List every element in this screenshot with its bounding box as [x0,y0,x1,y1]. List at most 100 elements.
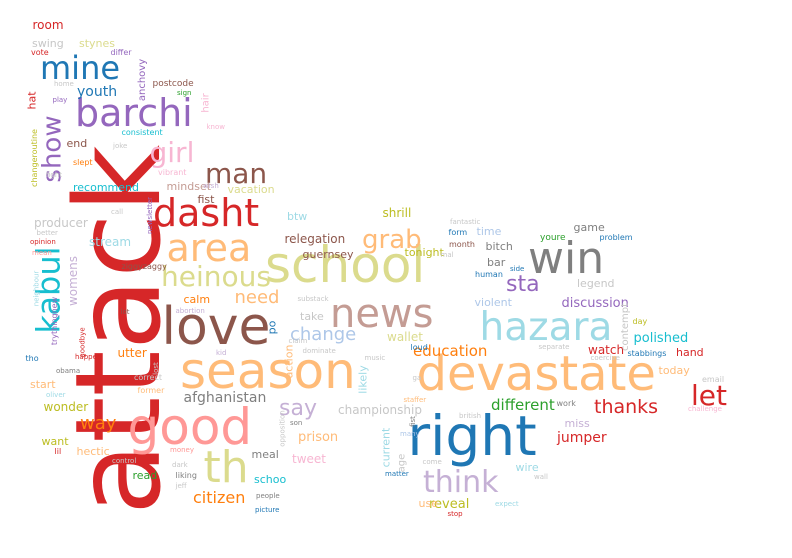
word-kid: kid [216,348,227,357]
word-call: call [111,207,124,216]
word-wire: wire [515,460,539,474]
word-championship: championship [338,403,422,417]
word-day: day [632,317,648,326]
word-today: today [658,363,690,377]
word-liking: liking [175,471,197,480]
word-staffer: staffer [403,395,427,404]
word-good: good [127,398,253,456]
word-afghanistan: afghanistan [183,390,267,406]
word-love: love [161,297,271,357]
word-po: po [265,320,279,334]
word-correct: correct [134,373,163,382]
word-prison: prison [298,429,339,445]
word-changeroutine: changeroutine [29,129,39,187]
word-schoo: schoo [254,472,287,486]
word-dasht: dasht [153,191,260,235]
word-substack: substack [297,294,329,303]
word-better: better [36,228,58,237]
word-dark: dark [172,460,188,469]
word-problem: problem [599,233,633,242]
word-bitch: bitch [485,239,513,253]
word-opinion: opinion [30,237,56,246]
word-jumper: jumper [557,430,607,446]
word-thanks: thanks [594,395,659,418]
word-wallet: wallet [387,330,423,344]
word-dominate: dominate [302,346,336,355]
word-right: right [407,403,537,468]
word-opposition: opposition [278,409,287,447]
word-want: want [41,434,69,448]
word-anchovy: anchovy [137,58,149,102]
word-oliver: oliver [46,390,66,399]
word-use: use [418,496,438,510]
word-tho: tho [25,354,39,363]
word-let: let [691,379,727,412]
word-claim: claim [288,336,308,345]
word-differ: differ [110,48,132,57]
word-education: education [413,341,488,360]
word-people: people [256,491,280,500]
word-grab: grab [362,225,422,255]
word-email: email [702,375,725,384]
word-legend: legend [577,276,615,290]
word-recommend: recommend [73,180,139,194]
word-wall: wall [534,472,548,481]
word-jeff: jeff [175,481,187,490]
word-area: area [166,226,252,270]
word-hazara: hazara [479,304,613,350]
word-start: start [30,377,56,391]
word-sign: sign [177,88,192,97]
word-way: way [80,413,117,434]
word-abortion: abortion [175,306,205,315]
word-btw: btw [287,209,308,223]
word-think: think [423,465,499,500]
word-fist: fist [197,192,215,206]
word-fist: fist [408,415,417,427]
word-fight: fight [46,170,63,179]
word-womens: womens [66,255,81,307]
word-hair: hair [200,93,212,113]
word-loud: loud [410,343,428,352]
word-postcode: postcode [152,78,194,89]
word-need: need [234,287,280,308]
word-coercive: coercive [590,353,620,362]
word-tonight: tonight [404,245,444,259]
word-former: former [137,386,165,395]
word-reveal: reveal [429,496,470,512]
word-meal: meal [251,447,279,461]
word-consistent: consistent [121,128,163,137]
word-home: home [54,79,74,88]
word-youre: youre [540,232,566,243]
word-wish: wish [203,181,219,190]
word-room: room [32,18,64,32]
word-girl: girl [149,136,195,169]
word-citizen: citizen [193,488,246,507]
word-expect: expect [495,499,519,508]
word-son: son [290,418,303,427]
word-guernsey: guernsey [302,247,354,261]
word-wonder: wonder [43,400,89,414]
word-joke: joke [113,141,128,150]
word-vote: vote [31,48,49,57]
word-control: control [112,456,137,465]
word-sta: sta [506,272,540,297]
word-school: school [265,236,426,294]
word-change: change [290,324,357,345]
word-happen: happen [75,352,102,361]
word-say: say [279,396,317,421]
word-take: take [300,309,324,323]
word-utter: utter [117,346,147,360]
word-vacation: vacation [227,182,275,196]
word-matter: matter [385,469,409,478]
word-action: action [282,344,296,378]
word-producer: producer [34,216,88,230]
word-play: play [52,95,68,104]
word-likely: likely [356,364,370,394]
word-tweet: tweet [292,452,326,466]
word-work: work [556,399,576,408]
word-devastate: devastate [416,346,656,402]
word-violent: violent [474,295,512,309]
word-trythingnew: trythingnew [50,296,60,346]
word-ga: ga [412,373,422,382]
